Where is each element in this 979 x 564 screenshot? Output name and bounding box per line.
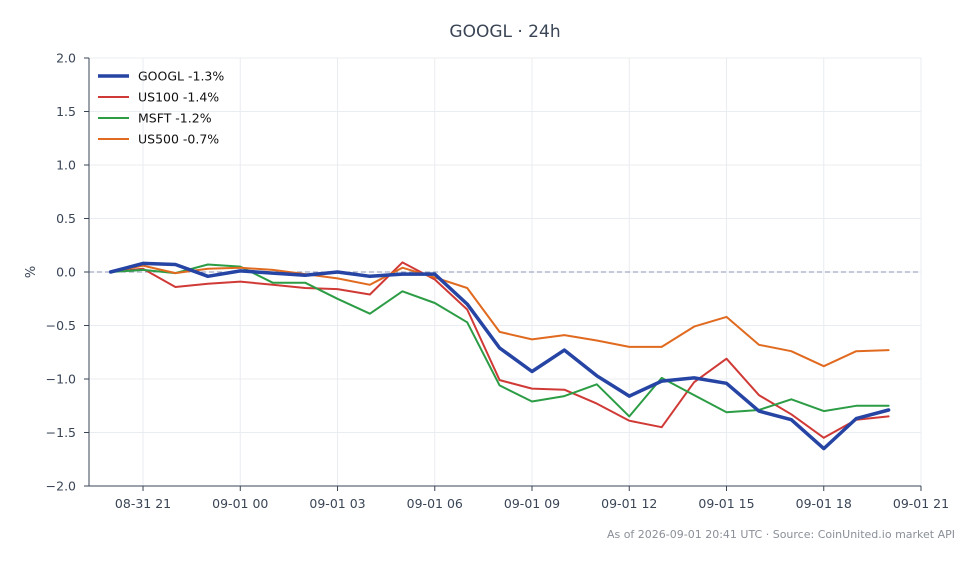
y-tick-label: 0.0 <box>56 265 76 280</box>
chart-title: GOOGL · 24h <box>449 22 560 42</box>
series-line-us100 <box>109 261 890 439</box>
legend-entry: US100 -1.4% <box>138 90 219 105</box>
footer-source: As of 2026-09-01 20:41 UTC · Source: Coi… <box>607 528 955 541</box>
series-layer <box>108 261 891 451</box>
x-tick-label: 09-01 15 <box>698 496 754 511</box>
y-tick-label: 1.0 <box>56 158 76 173</box>
axes: 2.0 1.5 1.0 0.5 0.0 −0.5 −1.0 −1.5 −2.0 08-31 21 0… <box>46 51 949 512</box>
x-tick-label: 09-01 06 <box>407 496 463 511</box>
y-tick-label: −0.5 <box>46 318 76 333</box>
x-tick-label: 09-01 18 <box>796 496 852 511</box>
y-tick-label: 2.0 <box>56 51 76 66</box>
legend-entry: MSFT -1.2% <box>138 111 212 126</box>
legend-entry: GOOGL -1.3% <box>138 69 224 84</box>
y-tick-label: 1.5 <box>56 104 76 119</box>
y-tick-label: −2.0 <box>46 479 76 494</box>
y-axis-label: % <box>24 266 39 278</box>
x-tick-label: 08-31 21 <box>115 496 171 511</box>
x-tick-label: 09-01 03 <box>309 496 365 511</box>
legend-entry: US500 -0.7% <box>138 132 219 147</box>
x-tick-label: 09-01 09 <box>504 496 560 511</box>
x-tick-label: 09-01 21 <box>893 496 949 511</box>
y-tick-label: −1.0 <box>46 372 76 387</box>
legend: GOOGL -1.3% US100 -1.4% MSFT -1.2% US500 -0… <box>98 69 224 147</box>
x-tick-label: 09-01 00 <box>212 496 268 511</box>
y-tick-label: −1.5 <box>46 425 76 440</box>
y-tick-label: 0.5 <box>56 211 76 226</box>
series-line-googl <box>108 261 891 451</box>
series-line-us500 <box>109 264 890 368</box>
x-tick-label: 09-01 12 <box>601 496 657 511</box>
series-line-msft <box>109 263 890 418</box>
